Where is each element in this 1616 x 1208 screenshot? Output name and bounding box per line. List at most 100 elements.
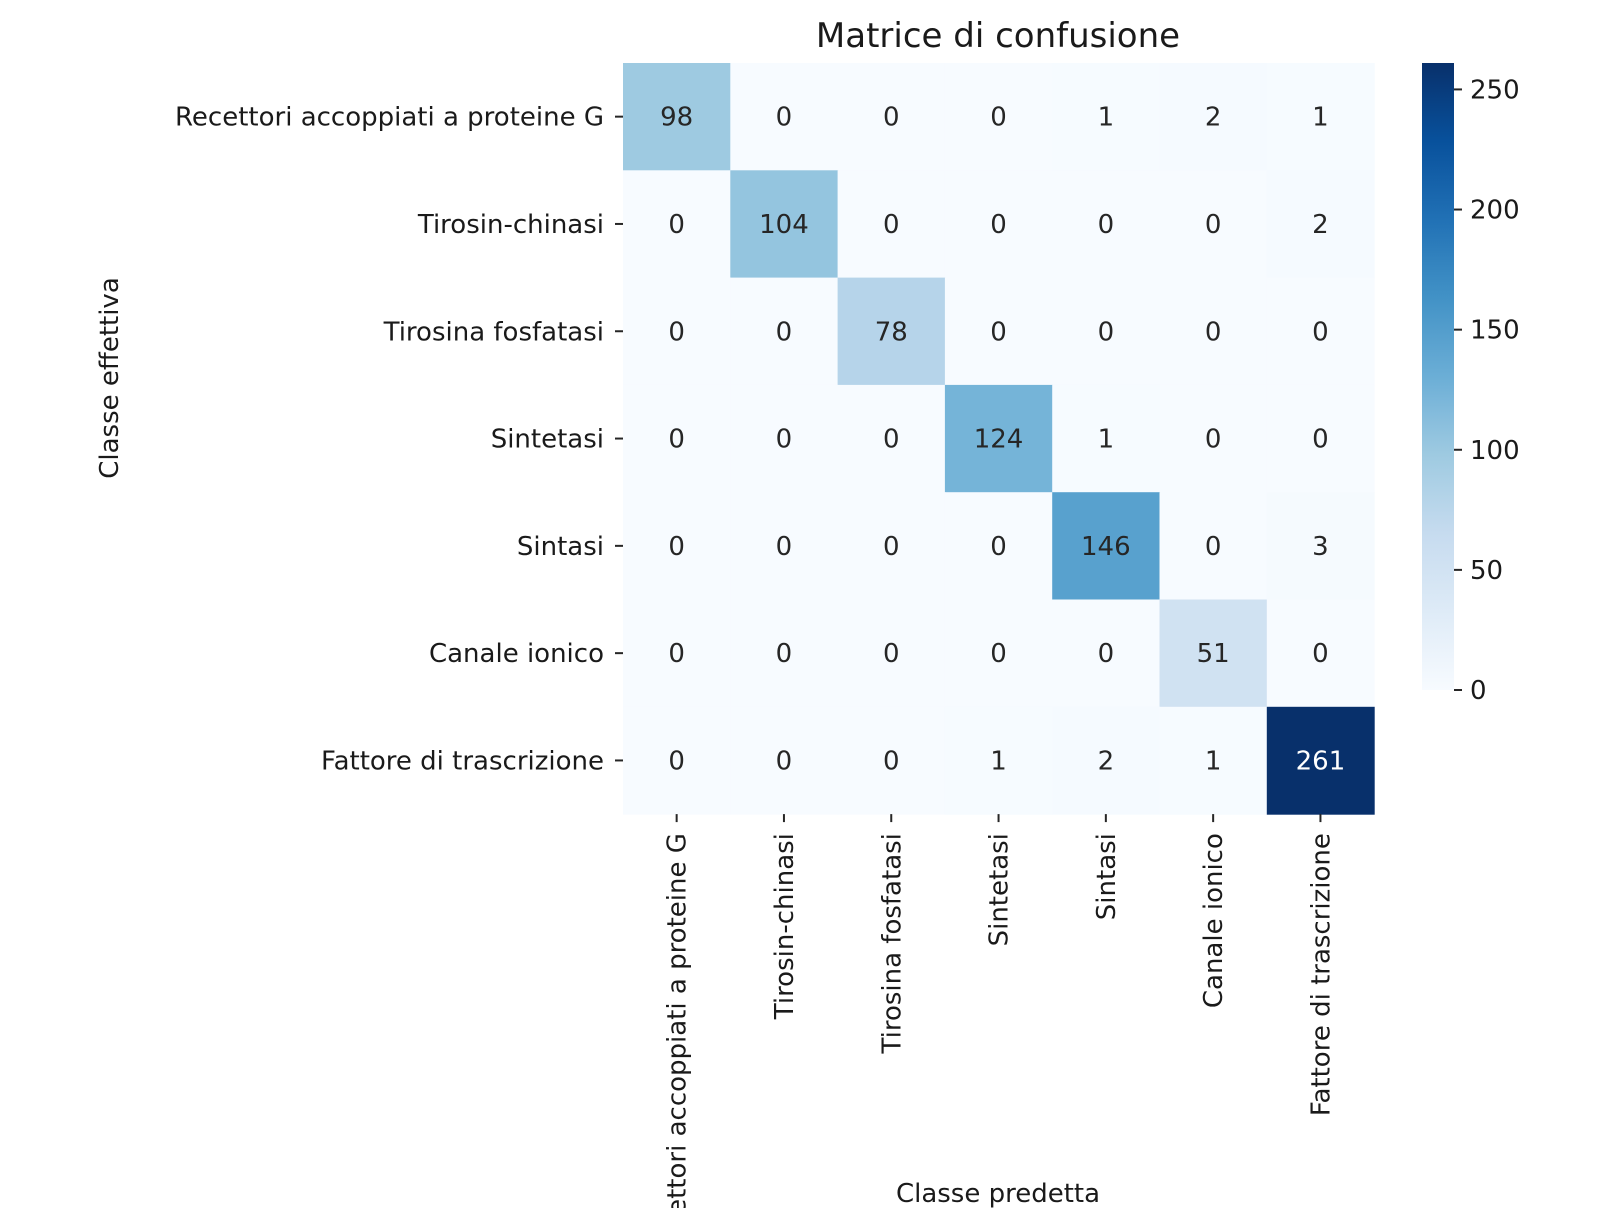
colorbar-tick-label: 150 <box>1470 316 1520 346</box>
cell-value-label: 0 <box>883 532 900 562</box>
cell-value-label: 1 <box>1098 425 1115 455</box>
heatmap-cell <box>837 277 946 386</box>
colorbar-tick-label: 50 <box>1470 556 1503 586</box>
heatmap-cell <box>944 384 1053 493</box>
heatmap-cell <box>1159 277 1268 386</box>
x-tick-label: Recettori accoppiati a proteine G <box>663 833 693 1208</box>
heatmap-cell <box>730 384 839 493</box>
cell-value-label: 1 <box>1205 746 1222 776</box>
y-tick-label: Tirosin-chinasi <box>417 210 604 240</box>
heatmap-cell <box>1266 384 1375 493</box>
y-axis-ticks: Recettori accoppiati a proteine G Tirosin… <box>175 103 623 776</box>
heatmap-cell <box>623 384 731 493</box>
cell-value-label: 0 <box>883 103 900 133</box>
x-tick-label: Tirosina fosfatasi <box>877 833 907 1054</box>
cell-value-label: 1 <box>1098 103 1115 133</box>
cell-value-label: 0 <box>1205 532 1222 562</box>
cell-value-label: 0 <box>1098 639 1115 669</box>
cell-value-label: 51 <box>1197 639 1230 669</box>
heatmap-cell <box>623 63 731 171</box>
x-tick-label: Fattore di trascrizione <box>1306 833 1336 1116</box>
cell-value-label: 0 <box>776 532 793 562</box>
cell-value-label: 0 <box>668 746 685 776</box>
cell-value-label: 0 <box>668 639 685 669</box>
cell-value-label: 0 <box>1098 210 1115 240</box>
heatmap-cell <box>837 384 946 493</box>
cell-value-label: 0 <box>668 425 685 455</box>
heatmap-cell <box>1266 492 1375 601</box>
x-tick-label: Sintasi <box>1092 833 1122 920</box>
y-tick-label: Sintasi <box>517 532 604 562</box>
x-tick-label: Tirosin-chinasi <box>770 833 800 1020</box>
y-tick-label: Sintetasi <box>491 425 604 455</box>
cell-value-label: 124 <box>974 425 1024 455</box>
x-tick-label: Canale ionico <box>1199 833 1229 1008</box>
heatmap-cell <box>623 170 731 279</box>
colorbar-tick-label: 250 <box>1470 75 1520 105</box>
heatmap-cell <box>1159 170 1268 279</box>
colorbar-tick-label: 0 <box>1470 676 1487 706</box>
cell-value-label: 2 <box>1098 746 1115 776</box>
heatmap-cell-labels: 98 0 0 0 1 2 1 0 104 0 0 0 0 2 0 0 78 0 0 0 0 0 0 0 124 1 0 0 0 0 0 0 14… <box>660 103 1345 777</box>
heatmap-cell <box>1052 170 1161 279</box>
heatmap-cell <box>944 63 1053 171</box>
heatmap-cells <box>623 63 1375 815</box>
heatmap-cell <box>1266 277 1375 386</box>
colorbar-tick-label: 100 <box>1470 436 1520 466</box>
heatmap-cell <box>623 706 731 815</box>
colorbar-ticks: 0 50 100 150 200 250 <box>1454 75 1520 706</box>
heatmap-cell <box>730 492 839 601</box>
heatmap-cell <box>837 63 946 171</box>
y-tick-label: Tirosina fosfatasi <box>383 317 604 347</box>
cell-value-label: 78 <box>875 317 908 347</box>
heatmap-cell <box>1159 384 1268 493</box>
heatmap-cell <box>944 170 1053 279</box>
cell-value-label: 1 <box>990 746 1007 776</box>
x-tick-label: Sintetasi <box>985 833 1015 946</box>
cell-value-label: 0 <box>1205 210 1222 240</box>
cell-value-label: 0 <box>1205 425 1222 455</box>
heatmap-cell <box>623 599 731 708</box>
colorbar-tick-label: 200 <box>1470 196 1520 226</box>
heatmap-cell <box>837 599 946 708</box>
heatmap-cell <box>944 492 1053 601</box>
cell-value-label: 1 <box>1312 103 1329 133</box>
heatmap-cell <box>730 599 839 708</box>
cell-value-label: 0 <box>990 317 1007 347</box>
heatmap-cell <box>1266 706 1375 815</box>
heatmap-cell <box>730 277 839 386</box>
heatmap-cell <box>1052 277 1161 386</box>
cell-value-label: 146 <box>1081 532 1131 562</box>
cell-value-label: 0 <box>776 425 793 455</box>
cell-value-label: 0 <box>883 639 900 669</box>
colorbar <box>1422 63 1454 690</box>
heatmap-cell <box>1052 63 1161 171</box>
heatmap-cell <box>730 170 839 279</box>
chart-title: Matrice di confusione <box>816 16 1180 56</box>
y-axis-label: Classe effettiva <box>95 277 125 479</box>
cell-value-label: 0 <box>776 639 793 669</box>
y-tick-label: Recettori accoppiati a proteine G <box>175 103 604 133</box>
cell-value-label: 2 <box>1205 103 1222 133</box>
cell-value-label: 0 <box>883 210 900 240</box>
cell-value-label: 0 <box>883 425 900 455</box>
cell-value-label: 0 <box>668 317 685 347</box>
heatmap-cell <box>1159 492 1268 601</box>
heatmap-cell <box>1052 599 1161 708</box>
cell-value-label: 0 <box>1312 317 1329 347</box>
cell-value-label: 98 <box>660 103 693 133</box>
cell-value-label: 3 <box>1312 532 1329 562</box>
cell-value-label: 0 <box>990 639 1007 669</box>
cell-value-label: 0 <box>990 532 1007 562</box>
heatmap-cell <box>623 492 731 601</box>
cell-value-label: 0 <box>1312 425 1329 455</box>
heatmap-cell <box>1052 492 1161 601</box>
heatmap-cell <box>730 706 839 815</box>
heatmap-cell <box>944 277 1053 386</box>
cell-value-label: 0 <box>668 210 685 240</box>
heatmap-cell <box>1159 706 1268 815</box>
cell-value-label: 261 <box>1296 746 1346 776</box>
cell-value-label: 2 <box>1312 210 1329 240</box>
